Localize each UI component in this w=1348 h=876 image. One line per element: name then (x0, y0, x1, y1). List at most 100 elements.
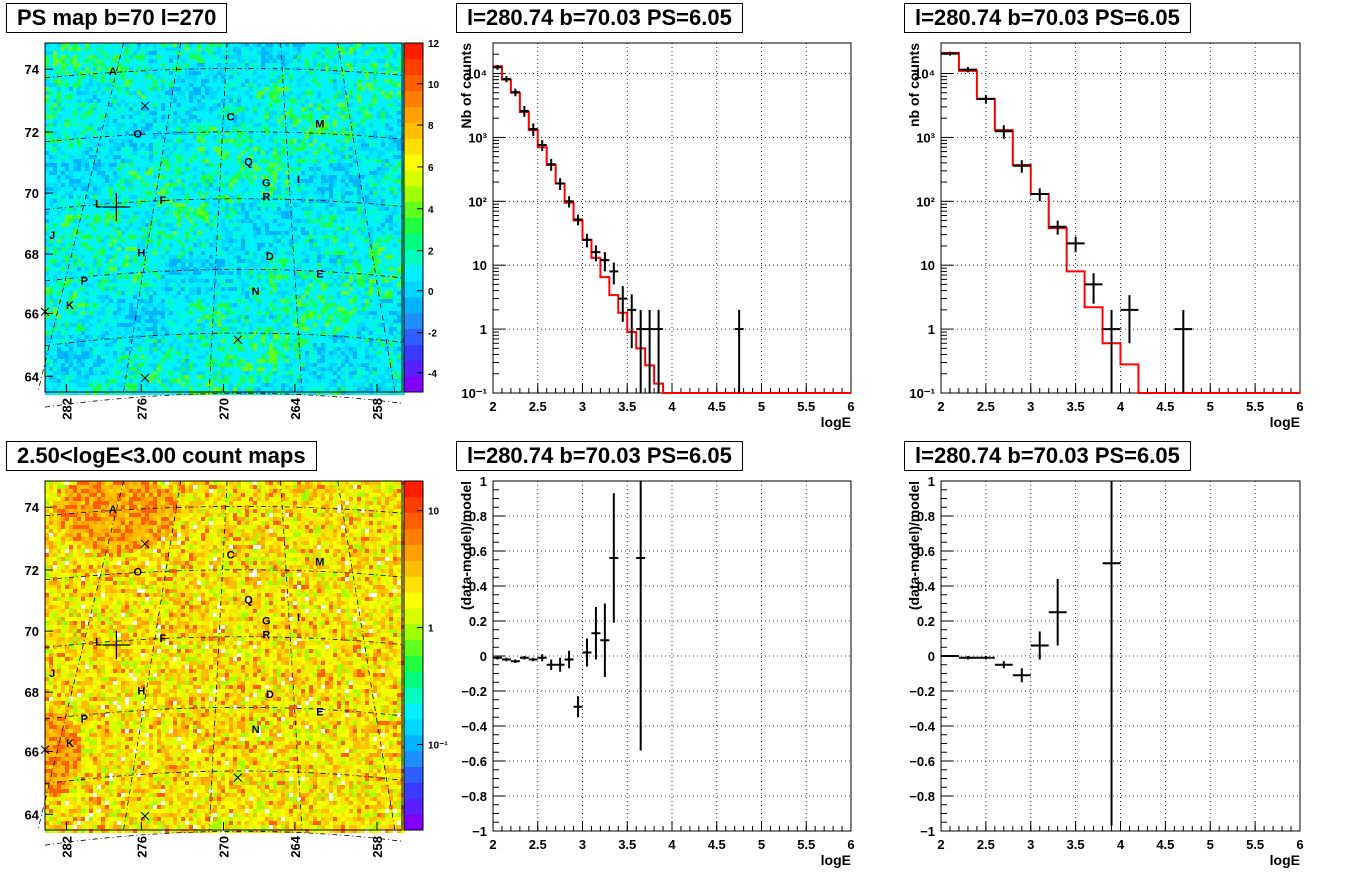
map-pixel (353, 171, 357, 175)
map-pixel (161, 83, 165, 87)
map-pixel (133, 43, 137, 47)
map-pixel (397, 55, 401, 59)
map-pixel (277, 199, 281, 203)
map-pixel (365, 127, 369, 131)
map-pixel (401, 67, 405, 71)
map-pixel (125, 187, 129, 191)
map-pixel (105, 211, 109, 215)
map-pixel (341, 127, 345, 131)
map-pixel (341, 219, 345, 223)
map-pixel (137, 219, 141, 223)
map-pixel (241, 67, 245, 71)
map-pixel (341, 99, 345, 103)
map-pixel (149, 71, 153, 75)
map-pixel (185, 171, 189, 175)
map-pixel (333, 151, 337, 155)
map-pixel (97, 187, 101, 191)
map-pixel (161, 167, 165, 171)
map-pixel (345, 147, 349, 151)
map-pixel (69, 231, 73, 235)
map-pixel (153, 195, 157, 199)
map-pixel (269, 207, 273, 211)
y-tick-label: −1 (472, 824, 487, 839)
map-pixel (149, 127, 153, 131)
map-pixel (241, 147, 245, 151)
map-pixel (65, 83, 69, 87)
map-pixel (149, 199, 153, 203)
map-pixel (201, 151, 205, 155)
map-pixel (145, 63, 149, 67)
map-pixel (349, 115, 353, 119)
map-pixel (173, 171, 177, 175)
x-tick-label: 6 (1296, 399, 1303, 414)
map-pixel (177, 159, 181, 163)
map-pixel (389, 187, 393, 191)
map-pixel (185, 179, 189, 183)
data-point (1048, 220, 1067, 235)
map-pixel (281, 123, 285, 127)
map-pixel (65, 91, 69, 95)
map-pixel (253, 83, 257, 87)
map-pixel (49, 119, 53, 123)
map-pixel (245, 183, 249, 187)
map-pixel (305, 119, 309, 123)
y-tick-label: −0.2 (461, 684, 487, 699)
map-pixel (261, 67, 265, 71)
map-pixel (341, 103, 345, 107)
map-pixel (205, 123, 209, 127)
map-pixel (365, 115, 369, 119)
map-pixel (57, 91, 61, 95)
map-pixel (357, 127, 361, 131)
map-pixel (209, 179, 213, 183)
map-pixel (133, 127, 137, 131)
map-pixel (165, 135, 169, 139)
map-pixel (313, 83, 317, 87)
map-pixel (197, 55, 201, 59)
map-pixel (325, 147, 329, 151)
map-pixel (49, 215, 53, 219)
map-pixel (297, 151, 301, 155)
map-pixel (145, 131, 149, 135)
map-pixel (209, 155, 213, 159)
map-pixel (317, 123, 321, 127)
map-pixel (237, 103, 241, 107)
map-pixel (369, 187, 373, 191)
map-pixel (121, 115, 125, 119)
map-pixel (165, 203, 169, 207)
map-pixel (173, 67, 177, 71)
map-pixel (77, 195, 81, 199)
map-pixel (285, 99, 289, 103)
map-pixel (49, 63, 53, 67)
map-pixel (177, 143, 181, 147)
map-pixel (357, 219, 361, 223)
map-pixel (241, 107, 245, 111)
map-pixel (237, 71, 241, 75)
map-pixel (341, 135, 345, 139)
map-pixel (389, 127, 393, 131)
map-pixel (285, 199, 289, 203)
map-pixel (81, 91, 85, 95)
map-pixel (169, 127, 173, 131)
y-tick-label: 10³ (468, 130, 487, 145)
map-pixel (101, 171, 105, 175)
map-pixel (57, 115, 61, 119)
map-pixel (97, 127, 101, 131)
map-pixel (241, 131, 245, 135)
map-pixel (213, 71, 217, 75)
map-pixel (141, 55, 145, 59)
map-pixel (261, 107, 265, 111)
map-pixel (93, 47, 97, 51)
map-pixel (189, 51, 193, 55)
map-pixel (397, 95, 401, 99)
map-pixel (257, 99, 261, 103)
map-pixel (329, 143, 333, 147)
map-pixel (73, 83, 77, 87)
map-pixel (141, 147, 145, 151)
map-pixel (365, 195, 369, 199)
map-pixel (53, 79, 57, 83)
map-pixel (321, 211, 325, 215)
map-pixel (321, 107, 325, 111)
map-pixel (225, 215, 229, 219)
map-pixel (149, 219, 153, 223)
map-pixel (265, 183, 269, 187)
